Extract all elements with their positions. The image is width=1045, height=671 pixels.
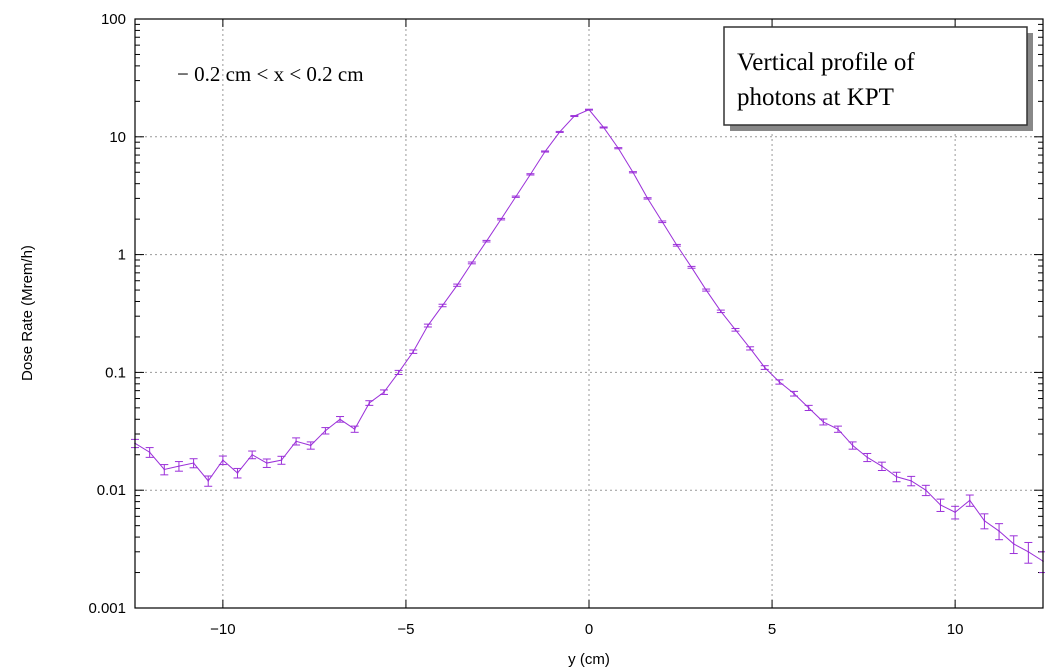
x-tick-label: −5 — [397, 621, 414, 638]
data-point — [427, 324, 429, 327]
range-annotation: − 0.2 cm < x < 0.2 cm — [177, 62, 364, 86]
data-point — [471, 262, 473, 264]
data-point — [925, 489, 927, 492]
data-point — [368, 402, 371, 404]
data-point — [295, 440, 297, 443]
grid — [135, 19, 1043, 608]
data-point — [983, 519, 986, 522]
data-point — [734, 328, 737, 331]
y-tick-label: 0.1 — [105, 364, 126, 381]
title-box-line-1: Vertical profile of — [737, 49, 915, 76]
data-point — [383, 391, 385, 393]
x-axis-label: y (cm) — [568, 651, 610, 668]
data-point — [763, 366, 766, 369]
data-point — [207, 480, 210, 482]
data-point — [309, 444, 312, 447]
title-box-line-2: photons at KPT — [737, 84, 894, 111]
title-box: Vertical profile of photons at KPT — [723, 26, 1033, 131]
data-point — [602, 126, 605, 129]
data-point — [353, 428, 356, 430]
data-point — [705, 289, 707, 291]
data-point — [632, 171, 634, 174]
data-point — [251, 453, 253, 456]
data-point — [222, 459, 224, 461]
data-point — [998, 530, 1000, 532]
data-point — [910, 480, 912, 482]
data-point — [192, 462, 195, 464]
x-tick-label: 5 — [768, 621, 776, 638]
x-tick-label: −10 — [210, 621, 235, 638]
data-point — [163, 468, 166, 471]
x-tick-label: 0 — [585, 621, 593, 638]
data-point — [617, 147, 620, 150]
data-point — [500, 218, 502, 220]
data-point — [280, 459, 283, 461]
y-tick-label: 0.01 — [97, 482, 126, 499]
data-point — [661, 220, 664, 223]
data-point — [1012, 543, 1015, 545]
data-point — [456, 284, 458, 286]
y-tick-label: 0.001 — [88, 600, 126, 617]
data-point — [676, 244, 678, 247]
data-point — [793, 392, 795, 395]
data-point — [485, 240, 488, 242]
data-point — [529, 173, 532, 176]
data-point — [778, 381, 781, 383]
data-point — [266, 462, 268, 464]
data-point — [412, 350, 415, 353]
data-point — [720, 310, 722, 313]
data-point — [968, 499, 971, 502]
data-point — [1027, 550, 1030, 553]
y-axis-label: Dose Rate (Mrem/h) — [19, 245, 36, 381]
data-point — [895, 475, 898, 478]
data-point — [558, 131, 561, 133]
data-point — [397, 371, 400, 374]
data-point — [544, 150, 546, 153]
data-point — [148, 451, 151, 454]
y-tick-label: 10 — [109, 129, 126, 146]
plot-frame — [134, 18, 1044, 609]
data-point — [939, 504, 942, 506]
axis-ticks: −10 −5 0 5 10 0.001 0.01 0.1 1 10 100 — [88, 11, 1043, 638]
data-point — [822, 421, 825, 423]
y-tick-label: 1 — [118, 247, 126, 264]
data-point — [588, 108, 590, 111]
data-point — [178, 465, 180, 467]
x-tick-label: 10 — [947, 621, 964, 638]
data-point — [324, 429, 327, 432]
data-point — [441, 304, 444, 307]
data-point — [866, 456, 869, 459]
series — [131, 108, 1045, 574]
data-point — [690, 266, 693, 269]
data-point — [881, 465, 883, 467]
data-point — [749, 347, 751, 350]
data-point — [573, 115, 576, 117]
data-point — [837, 428, 839, 430]
y-tick-label: 100 — [101, 11, 126, 28]
data-point — [807, 407, 810, 409]
data-point — [236, 472, 239, 474]
data-point — [646, 197, 649, 200]
data-point — [851, 444, 854, 447]
data-point — [954, 511, 956, 514]
data-point — [339, 418, 341, 421]
data-point — [514, 195, 517, 198]
